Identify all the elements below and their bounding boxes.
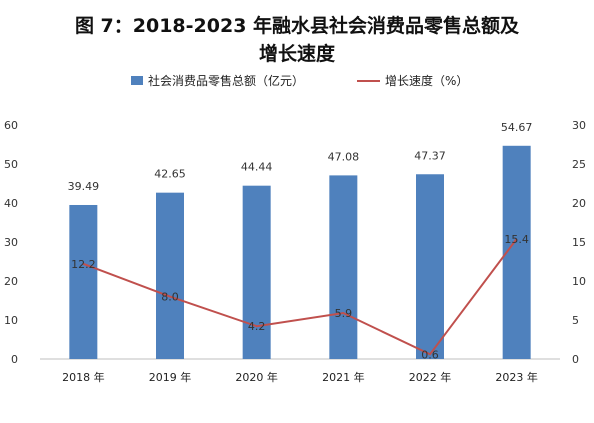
x-tick-label: 2019 年 (149, 370, 192, 384)
bar-value-label: 39.49 (68, 180, 100, 193)
line-value-label: 5.9 (335, 307, 353, 320)
bar (156, 192, 184, 359)
bar (329, 175, 358, 359)
y-left-tick-label: 30 (4, 236, 18, 249)
line-value-label: 15.4 (504, 233, 529, 246)
x-axis: 2018 年 2019 年 2020 年 2021 年 2022 年 2023 年 (62, 370, 538, 384)
legend: 社会消费品零售总额（亿元） 增长速度（%） (131, 73, 468, 88)
bar-value-label: 47.08 (328, 150, 360, 163)
line-value-label: 12.2 (71, 258, 96, 271)
line-series: 12.2 8.0 4.2 5.9 0.6 15.4 (71, 233, 529, 361)
y-right-tick-label: 25 (572, 158, 586, 171)
legend-bar-swatch (131, 76, 143, 85)
y-left-tick-label: 50 (4, 158, 18, 171)
bar-value-label: 44.44 (241, 161, 273, 174)
x-tick-label: 2021 年 (322, 370, 365, 384)
y-right-tick-label: 0 (572, 353, 579, 366)
y-left-tick-label: 0 (11, 353, 18, 366)
y-left-tick-label: 10 (4, 314, 18, 327)
y-left-tick-label: 40 (4, 197, 18, 210)
bar (69, 204, 98, 359)
bar-value-label: 54.67 (501, 121, 533, 134)
growth-line (82, 238, 518, 356)
bar (416, 174, 444, 359)
bar-value-label: 47.37 (414, 149, 446, 162)
y-right-tick-label: 5 (572, 314, 579, 327)
bar-value-label: 42.65 (154, 168, 186, 181)
chart-title-line-2: 增长速度 (259, 42, 336, 65)
chart-title-line-1: 图 7：2018-2023 年融水县社会消费品零售总额及 (75, 14, 520, 37)
y-left-tick-label: 20 (4, 275, 18, 288)
line-value-label: 4.2 (248, 320, 266, 333)
y-axis-right: 0 5 10 15 20 25 30 (572, 119, 586, 366)
x-tick-label: 2020 年 (235, 370, 278, 384)
legend-bar-label: 社会消费品零售总额（亿元） (148, 73, 304, 88)
legend-line-label: 增长速度（%） (385, 73, 468, 88)
x-tick-label: 2018 年 (62, 370, 105, 384)
bar-series: 39.49 42.65 44.44 47.08 47.37 54.67 (68, 121, 533, 359)
y-right-tick-label: 30 (572, 119, 586, 132)
x-tick-label: 2022 年 (409, 370, 452, 384)
x-tick-label: 2023 年 (495, 370, 538, 384)
y-right-tick-label: 15 (572, 236, 586, 249)
line-value-label: 8.0 (161, 291, 179, 304)
y-axis-left: 0 10 20 30 40 50 60 (4, 119, 18, 366)
line-value-label: 0.6 (421, 348, 439, 361)
y-right-tick-label: 10 (572, 275, 586, 288)
y-left-tick-label: 60 (4, 119, 18, 132)
bar (242, 185, 271, 359)
y-right-tick-label: 20 (572, 197, 586, 210)
